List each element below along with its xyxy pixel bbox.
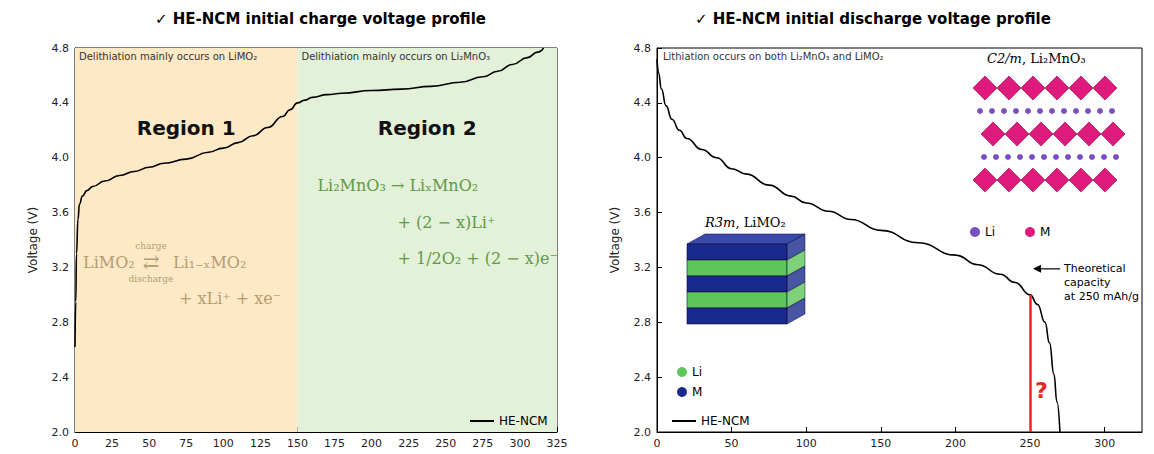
svg-text:HE-NCM: HE-NCM	[499, 414, 548, 428]
svg-text:2.8: 2.8	[52, 316, 70, 329]
svg-text:50: 50	[725, 437, 739, 450]
svg-text:2.0: 2.0	[634, 426, 652, 439]
svg-text:150: 150	[287, 437, 308, 450]
svg-text:Li: Li	[985, 225, 995, 239]
svg-text:25: 25	[105, 437, 119, 450]
svg-text:Theoretical: Theoretical	[1063, 262, 1125, 275]
svg-text:100: 100	[213, 437, 234, 450]
svg-text:150: 150	[870, 437, 891, 450]
svg-text:Voltage (V): Voltage (V)	[26, 207, 40, 273]
svg-text:charge: charge	[135, 241, 167, 251]
svg-text:300: 300	[1094, 437, 1115, 450]
svg-text:275: 275	[472, 437, 493, 450]
svg-text:Region 2: Region 2	[378, 116, 477, 140]
svg-text:0: 0	[72, 437, 79, 450]
svg-text:50: 50	[142, 437, 156, 450]
svg-text:Delithiation mainly occurs on: Delithiation mainly occurs on LiMO₂	[79, 51, 257, 62]
svg-text:200: 200	[945, 437, 966, 450]
svg-text:Li₁₋ₓMO₂: Li₁₋ₓMO₂	[173, 253, 246, 272]
svg-text:325: 325	[547, 437, 568, 450]
svg-text:C2/m: C2/m	[987, 51, 1022, 66]
svg-text:4.0: 4.0	[634, 151, 652, 164]
svg-text:300: 300	[509, 437, 530, 450]
svg-text:Li: Li	[692, 365, 702, 379]
svg-text:capacity: capacity	[1064, 276, 1111, 289]
svg-text:4.8: 4.8	[52, 42, 70, 55]
svg-text:3.6: 3.6	[52, 206, 70, 219]
svg-text:4.4: 4.4	[634, 96, 652, 109]
svg-text:, LiMO₂: , LiMO₂	[735, 215, 785, 230]
svg-text:✓ HE-NCM initial charge voltag: ✓ HE-NCM initial charge voltage profile	[155, 10, 486, 28]
svg-text:+ (2 − x)Li⁺: + (2 − x)Li⁺	[397, 213, 495, 232]
svg-text:Li₂MnO₃ → LiₓMnO₂: Li₂MnO₃ → LiₓMnO₂	[317, 176, 478, 195]
svg-text:3.2: 3.2	[634, 261, 652, 274]
svg-text:HE-NCM: HE-NCM	[701, 414, 750, 428]
svg-text:2.0: 2.0	[52, 426, 70, 439]
svg-text:4.0: 4.0	[52, 151, 70, 164]
svg-text:Lithiation occurs on both Li₂M: Lithiation occurs on both Li₂MnO₃ and Li…	[663, 51, 884, 62]
svg-text:3.2: 3.2	[52, 261, 70, 274]
svg-text:4.4: 4.4	[52, 96, 70, 109]
svg-text:LiMO₂: LiMO₂	[83, 253, 135, 272]
svg-text:175: 175	[324, 437, 345, 450]
svg-text:✓ HE-NCM initial discharge vol: ✓ HE-NCM initial discharge voltage profi…	[695, 10, 1051, 28]
svg-text:250: 250	[1020, 437, 1041, 450]
svg-text:125: 125	[250, 437, 271, 450]
svg-text:2.4: 2.4	[634, 371, 652, 384]
svg-text:, Li₂MnO₃: , Li₂MnO₃	[1022, 51, 1086, 66]
svg-text:225: 225	[398, 437, 419, 450]
svg-text:M: M	[1040, 225, 1050, 239]
svg-text:200: 200	[361, 437, 382, 450]
svg-text:at 250 mAh/g: at 250 mAh/g	[1064, 290, 1139, 303]
svg-text:100: 100	[796, 437, 817, 450]
svg-text:3.6: 3.6	[634, 206, 652, 219]
svg-text:?: ?	[1035, 378, 1048, 403]
svg-text:Region 1: Region 1	[137, 116, 236, 140]
svg-text:250: 250	[435, 437, 456, 450]
svg-text:⇄: ⇄	[143, 250, 160, 274]
svg-text:M: M	[692, 385, 702, 399]
svg-text:2.4: 2.4	[52, 371, 70, 384]
svg-text:Delithiation mainly occurs on: Delithiation mainly occurs on Li₂MnO₃	[301, 51, 490, 62]
svg-text:+ 1/2O₂ + (2 − x)e⁻: + 1/2O₂ + (2 − x)e⁻	[397, 249, 558, 268]
svg-text:75: 75	[179, 437, 193, 450]
svg-text:discharge: discharge	[129, 274, 174, 284]
svg-text:4.8: 4.8	[634, 42, 652, 55]
svg-text:+ xLi⁺ + xe⁻: + xLi⁺ + xe⁻	[179, 289, 281, 308]
svg-text:R3̄m: R3̄m	[704, 215, 735, 230]
svg-text:Voltage (V): Voltage (V)	[608, 207, 622, 273]
svg-text:2.8: 2.8	[634, 316, 652, 329]
svg-text:0: 0	[654, 437, 661, 450]
